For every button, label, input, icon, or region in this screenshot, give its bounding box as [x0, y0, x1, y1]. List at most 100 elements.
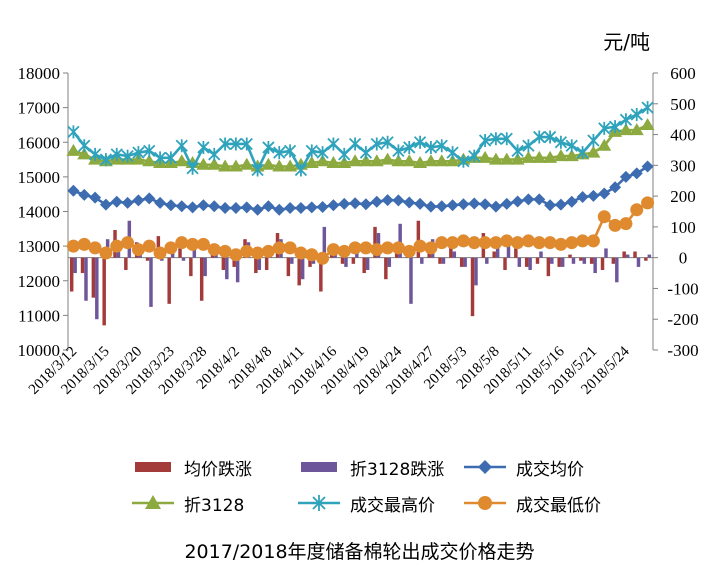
legend-swatch — [298, 495, 340, 511]
bar-zhe-change — [257, 257, 262, 270]
point-circle — [370, 243, 384, 257]
point-triangle — [272, 159, 287, 172]
point-triangle — [521, 150, 536, 163]
chart-title: 2017/2018年度储备棉轮出成交价格走势 — [184, 541, 535, 563]
bar-zhe-change — [192, 248, 197, 258]
point-circle — [66, 239, 80, 253]
bar-avg-change — [546, 257, 551, 277]
legend-item: 折3128 — [130, 492, 244, 516]
point-star — [413, 135, 427, 149]
point-diamond — [284, 202, 297, 215]
legend-swatch — [464, 460, 506, 474]
point-diamond — [609, 181, 622, 194]
unit-label: 元/吨 — [603, 30, 650, 54]
right-tick-label: 600 — [670, 64, 696, 83]
point-triangle — [315, 154, 330, 167]
point-circle — [608, 218, 622, 232]
legend-label: 成交均价 — [516, 459, 584, 480]
bar-zhe-change — [615, 257, 619, 283]
point-circle — [381, 241, 395, 255]
point-triangle — [391, 154, 406, 167]
legend-item: 成交均价 — [462, 456, 584, 480]
point-circle — [272, 241, 286, 255]
bar-zhe-change — [474, 257, 478, 286]
point-diamond — [511, 195, 524, 208]
bar-zhe-change — [593, 257, 597, 274]
point-star — [132, 146, 145, 160]
point-star — [500, 132, 513, 146]
point-circle — [261, 244, 275, 258]
point-circle — [619, 217, 633, 231]
point-diamond — [576, 190, 589, 203]
point-circle — [251, 246, 265, 260]
bar-avg-change — [416, 220, 421, 258]
point-diamond — [359, 198, 372, 211]
point-star — [543, 130, 557, 144]
bar-zhe-change — [539, 251, 543, 258]
point-diamond — [273, 203, 286, 216]
point-diamond — [435, 200, 448, 213]
point-star — [468, 149, 481, 163]
legend-item: 成交最高价 — [296, 492, 435, 516]
point-diamond — [392, 194, 405, 207]
point-triangle — [564, 149, 579, 162]
bar-zhe-change — [149, 257, 153, 307]
bar-avg-change — [199, 257, 204, 301]
point-diamond — [240, 201, 253, 214]
bar-avg-change — [633, 251, 637, 258]
point-circle — [337, 244, 351, 258]
bar-zhe-change — [181, 257, 186, 261]
point-diamond — [186, 201, 199, 214]
point-diamond — [197, 199, 210, 212]
point-star — [522, 139, 535, 153]
point-circle — [391, 241, 405, 255]
bar-avg-change — [221, 257, 226, 270]
bar-avg-change — [622, 251, 626, 258]
point-star — [251, 163, 264, 177]
bar-zhe-change — [365, 257, 370, 270]
left-tick-label: 14000 — [18, 203, 61, 222]
point-diamond — [294, 202, 307, 215]
point-triangle — [261, 157, 276, 170]
point-triangle — [348, 154, 363, 167]
point-diamond — [414, 197, 427, 210]
bar-avg-change — [579, 257, 583, 261]
point-star — [240, 137, 253, 151]
bar-zhe-change — [506, 245, 511, 258]
point-star — [99, 153, 113, 167]
point-circle — [121, 236, 135, 250]
point-star — [153, 151, 167, 165]
bar-zhe-change — [344, 257, 348, 267]
bar-avg-change — [308, 257, 312, 267]
point-star — [457, 154, 470, 168]
point-star — [565, 139, 578, 153]
point-diamond — [89, 191, 102, 204]
point-circle — [500, 234, 514, 248]
point-triangle — [196, 157, 211, 170]
left-tick-label: 17000 — [18, 99, 61, 118]
bar-zhe-change — [571, 257, 576, 264]
point-circle — [229, 248, 243, 262]
bar-avg-change — [297, 257, 301, 286]
point-triangle — [618, 123, 633, 136]
point-triangle — [413, 156, 428, 169]
legend-swatch — [135, 462, 171, 472]
bar-zhe-change — [225, 257, 229, 280]
point-star — [229, 137, 243, 151]
left-tick-label: 10000 — [18, 341, 61, 360]
point-triangle — [423, 154, 438, 167]
bar-avg-change — [438, 257, 442, 264]
point-diamond — [175, 200, 188, 213]
point-circle — [630, 203, 644, 217]
point-triangle — [358, 154, 373, 167]
point-diamond — [544, 199, 557, 212]
point-diamond — [522, 193, 535, 206]
point-circle — [175, 236, 189, 250]
point-diamond — [154, 196, 167, 209]
point-circle — [511, 236, 525, 250]
point-triangle — [380, 152, 395, 165]
point-circle — [413, 239, 427, 253]
bar-zhe-change — [582, 257, 587, 264]
bar-zhe-change — [290, 257, 294, 264]
